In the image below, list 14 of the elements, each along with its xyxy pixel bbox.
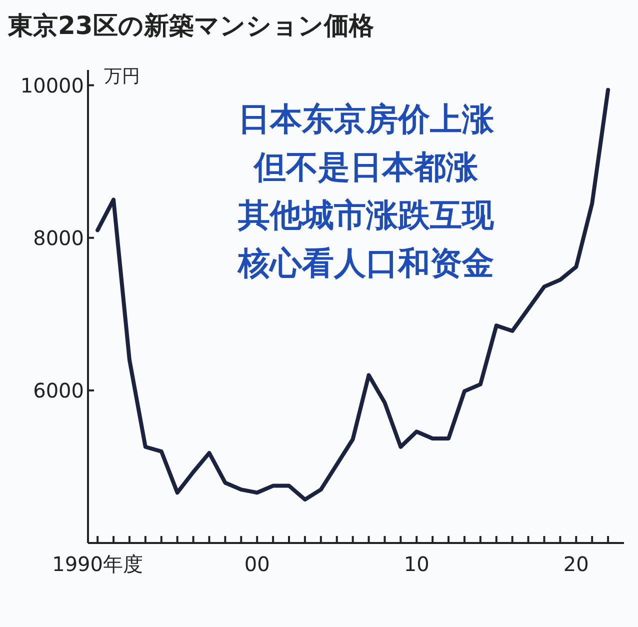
annotation: 其他城市涨跌互现 xyxy=(237,196,495,234)
line-series xyxy=(96,88,610,502)
annotation: 核心看人口和资金 xyxy=(237,244,494,282)
y-tick-label: 6000 xyxy=(33,378,84,402)
x-tick-label: 1990年度 xyxy=(52,552,144,576)
chart-title: 東京23区の新築マンション価格 xyxy=(7,11,374,40)
annotation: 日本东京房价上涨 xyxy=(238,100,495,138)
x-tick-label: 00 xyxy=(244,552,270,576)
y-tick-label: 8000 xyxy=(33,226,84,250)
x-tick-label: 10 xyxy=(404,552,430,576)
y-axis-title: 万円 xyxy=(104,66,140,87)
x-tick-label: 20 xyxy=(563,552,589,576)
y-tick-label: 10000 xyxy=(20,73,84,98)
annotation: 但不是日本都涨 xyxy=(253,148,479,186)
